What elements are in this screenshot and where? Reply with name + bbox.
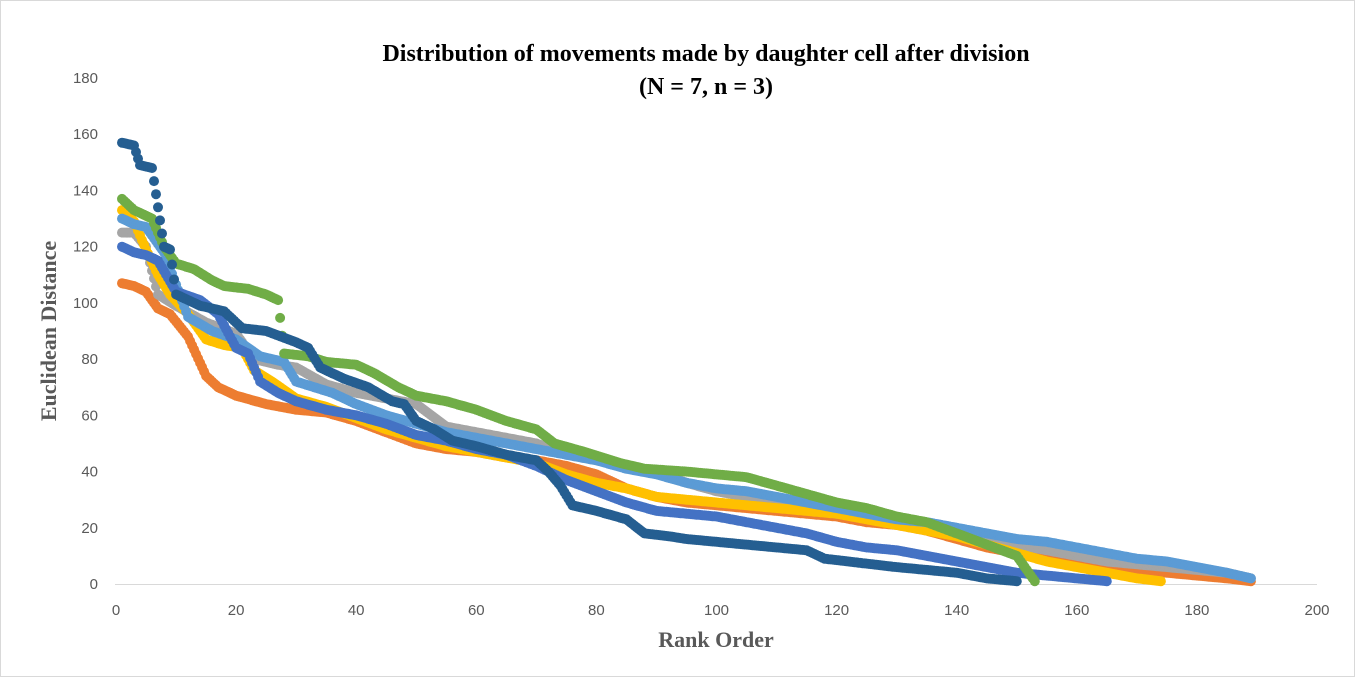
x-tick-label: 200 bbox=[1304, 602, 1329, 619]
series-7 bbox=[117, 137, 1022, 587]
x-tick-labels: 0 20 40 60 80 100 120 140 160 180 200 bbox=[112, 602, 1330, 619]
data-point bbox=[273, 295, 284, 306]
x-axis-title: Rank Order bbox=[658, 627, 774, 652]
data-point bbox=[153, 202, 163, 213]
data-point bbox=[167, 259, 177, 270]
y-tick-label: 60 bbox=[81, 407, 98, 424]
y-axis-title: Euclidean Distance bbox=[36, 241, 61, 422]
x-tick-label: 180 bbox=[1184, 602, 1209, 619]
y-tick-label: 100 bbox=[73, 295, 98, 312]
data-point bbox=[157, 228, 167, 239]
data-point bbox=[149, 176, 159, 187]
x-tick-label: 40 bbox=[348, 602, 365, 619]
data-point bbox=[1101, 576, 1112, 587]
y-tick-label: 40 bbox=[81, 464, 98, 481]
x-tick-label: 20 bbox=[228, 602, 245, 619]
data-point bbox=[151, 189, 161, 200]
x-tick-label: 100 bbox=[704, 602, 729, 619]
data-point bbox=[1155, 576, 1166, 587]
data-point bbox=[1029, 576, 1040, 587]
y-tick-label: 160 bbox=[73, 126, 98, 143]
chart-title-line-1: Distribution of movements made by daught… bbox=[382, 41, 1029, 67]
data-point bbox=[165, 244, 175, 255]
x-tick-label: 80 bbox=[588, 602, 605, 619]
y-tick-label: 180 bbox=[73, 70, 98, 87]
y-tick-label: 20 bbox=[81, 520, 98, 537]
x-tick-label: 140 bbox=[944, 602, 969, 619]
data-point bbox=[1011, 576, 1022, 587]
series-6 bbox=[117, 193, 1040, 587]
y-tick-label: 140 bbox=[73, 182, 98, 199]
x-tick-label: 0 bbox=[112, 602, 120, 619]
x-tick-label: 160 bbox=[1064, 602, 1089, 619]
y-tick-labels: 0 20 40 60 80 100 120 140 160 180 bbox=[73, 70, 98, 593]
x-tick-label: 60 bbox=[468, 602, 485, 619]
data-point bbox=[1245, 573, 1256, 584]
y-tick-label: 0 bbox=[90, 576, 98, 593]
data-point bbox=[275, 312, 286, 323]
data-point bbox=[169, 274, 179, 285]
y-tick-label: 120 bbox=[73, 239, 98, 256]
series-5 bbox=[117, 241, 1112, 587]
chart-title-line-2: (N = 7, n = 3) bbox=[639, 74, 773, 100]
data-point bbox=[147, 163, 157, 173]
x-tick-label: 120 bbox=[824, 602, 849, 619]
data-points bbox=[117, 137, 1256, 587]
data-point bbox=[155, 215, 165, 226]
y-tick-label: 80 bbox=[81, 351, 98, 368]
